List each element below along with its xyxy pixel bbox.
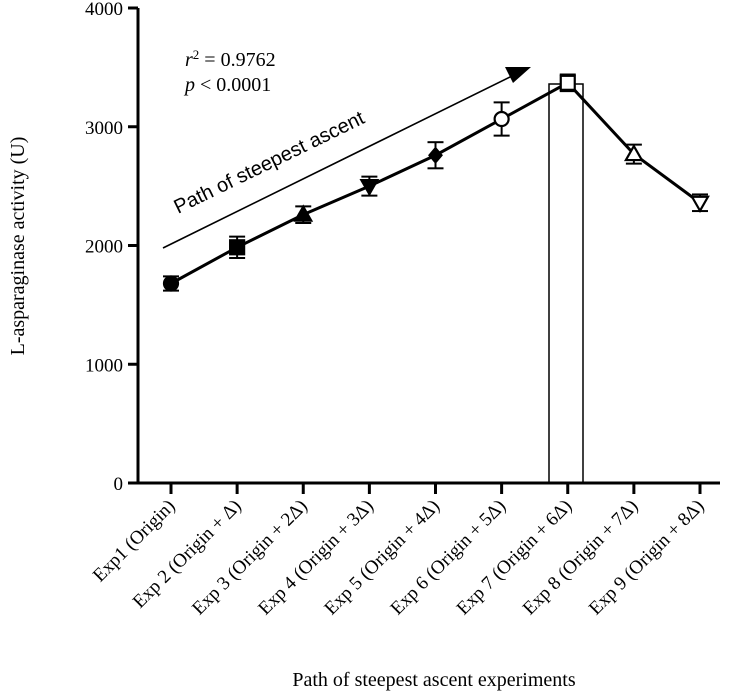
data-point [229,239,246,256]
y-tick-label: 2000 [85,237,123,258]
x-tick-label: Exp 4 (Origin + 3Δ) [254,496,378,620]
x-tick-label: Exp 9 (Origin + 8Δ) [585,496,709,620]
x-tick-label: Exp 3 (Origin + 2Δ) [188,496,312,620]
y-ticks [128,6,138,485]
data-point [428,146,443,164]
highlight-box [548,83,584,484]
data-point [293,204,314,222]
x-tick-labels: Exp1 (Origin)Exp 2 (Origin + Δ)Exp 3 (Or… [89,496,709,620]
data-point [493,110,510,128]
data-point [162,275,180,292]
ascent-arrow-line [162,75,513,249]
y-tick-label: 1000 [85,355,123,376]
p-annotation: p < 0.0001 [183,74,271,96]
data-point [559,74,576,91]
r2-annotation: r2 = 0.9762 [185,47,276,72]
x-tick-label: Exp 7 (Origin + 6Δ) [453,496,577,620]
y-axis-title: L-asparaginase activity (U) [7,137,29,356]
x-ticks [169,483,702,494]
x-tick-label: Exp 8 (Origin + 7Δ) [519,496,643,620]
data-point [623,143,644,162]
markers [162,74,710,292]
ascent-arrowhead [505,67,531,83]
path-label: Path of steepest ascent [171,107,369,219]
y-tick-label: 0 [114,474,124,495]
y-tick-label: 3000 [85,118,123,139]
x-tick-label: Exp 6 (Origin + 5Δ) [387,496,511,620]
x-axis-title: Path of steepest ascent experiments [292,669,575,691]
x-tick-label: Exp 5 (Origin + 4Δ) [320,496,444,620]
y-tick-labels: 0 1000 2000 3000 4000 [85,0,123,495]
data-point [359,179,380,197]
y-tick-label: 4000 [85,0,123,20]
data-point [690,195,710,213]
